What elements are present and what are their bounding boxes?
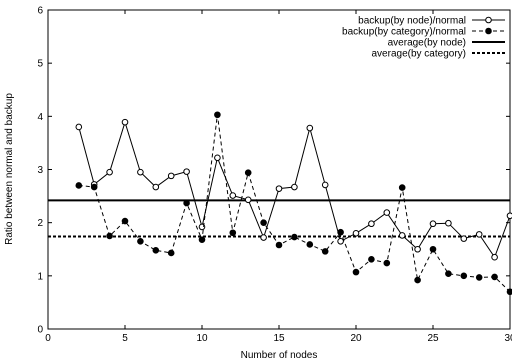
series-2-point bbox=[291, 233, 298, 241]
x-tick-label: 5 bbox=[122, 333, 128, 344]
series-1-point bbox=[152, 183, 160, 191]
series-1-point bbox=[244, 196, 252, 204]
series-line-2 bbox=[78, 114, 511, 293]
series-2-point bbox=[445, 270, 452, 278]
series-2-point bbox=[167, 249, 175, 257]
legend-label-4: average(by category) bbox=[372, 49, 467, 60]
series-2-point bbox=[183, 199, 190, 207]
legend-label-1: backup(by node)/normal bbox=[358, 16, 466, 27]
series-1-point bbox=[337, 237, 344, 245]
legend-marker-1 bbox=[485, 16, 492, 24]
series-2-point bbox=[352, 268, 360, 276]
series-1-point bbox=[106, 168, 113, 176]
series-2-point bbox=[306, 241, 314, 248]
x-tick-label: 0 bbox=[45, 333, 51, 344]
series-1-point bbox=[75, 123, 83, 131]
series-2-point bbox=[121, 217, 129, 225]
x-axis-label: Number of nodes bbox=[241, 350, 318, 361]
legend-label-3: average(by node) bbox=[388, 38, 466, 49]
series-2-point bbox=[321, 248, 329, 255]
reference-lines bbox=[48, 199, 510, 238]
series-1-point bbox=[260, 234, 267, 241]
series-1-point bbox=[121, 118, 129, 126]
series-1-point bbox=[306, 124, 314, 132]
y-tick-label: 6 bbox=[37, 6, 43, 17]
series-1-point bbox=[352, 230, 360, 237]
x-axis-ticks: 0 5 10 15 20 25 30 bbox=[45, 10, 512, 344]
series-2-point bbox=[491, 273, 498, 281]
series-1-point bbox=[414, 245, 421, 253]
series-2-point bbox=[260, 219, 267, 226]
series-1-point bbox=[398, 232, 406, 239]
series-1-point bbox=[460, 235, 468, 242]
series-2-point bbox=[368, 256, 375, 263]
series-2-point bbox=[214, 111, 221, 119]
x-tick-label: 30 bbox=[504, 333, 512, 344]
series-1-point bbox=[383, 209, 391, 216]
y-tick-label: 5 bbox=[37, 59, 43, 70]
series-1-point bbox=[445, 219, 452, 227]
series-2-point bbox=[152, 247, 160, 254]
series-1-point bbox=[321, 181, 329, 189]
series-1-point bbox=[275, 185, 283, 192]
series-2-point bbox=[244, 169, 252, 176]
series-2-point bbox=[106, 232, 113, 240]
x-tick-label: 25 bbox=[427, 333, 439, 344]
legend-marker-2 bbox=[485, 27, 492, 35]
series-2-point bbox=[429, 245, 437, 253]
series-2-point bbox=[198, 236, 206, 243]
series-2-point bbox=[383, 259, 391, 267]
series-group bbox=[75, 111, 512, 296]
y-axis-label: Ratio between normal and backup bbox=[4, 93, 15, 245]
series-1-point bbox=[229, 192, 237, 199]
series-1-point bbox=[167, 172, 175, 180]
series-2-point bbox=[229, 229, 237, 237]
series-1-point bbox=[183, 168, 190, 175]
series-2-point bbox=[275, 241, 283, 249]
series-2-point bbox=[75, 182, 83, 189]
legend-label-2: backup(by category)/normal bbox=[342, 27, 466, 38]
series-2-point bbox=[90, 183, 98, 191]
y-tick-label: 3 bbox=[37, 165, 43, 176]
y-tick-label: 1 bbox=[37, 271, 43, 282]
x-tick-label: 20 bbox=[350, 333, 362, 344]
series-2-point bbox=[137, 237, 144, 245]
series-1-point bbox=[368, 220, 375, 228]
series-2-point bbox=[414, 276, 421, 284]
series-1-point bbox=[429, 220, 437, 228]
series-2-point bbox=[460, 272, 468, 280]
series-1-point bbox=[475, 231, 483, 238]
series-1-point bbox=[291, 183, 298, 191]
series-2-point bbox=[475, 274, 483, 281]
series-1-point bbox=[214, 154, 221, 162]
series-2-point bbox=[337, 228, 344, 236]
x-tick-label: 15 bbox=[273, 333, 285, 344]
series-2-point bbox=[398, 184, 406, 191]
y-axis-ticks: 0 1 2 3 4 5 6 bbox=[37, 6, 510, 336]
y-tick-label: 2 bbox=[37, 218, 43, 229]
series-2-point bbox=[506, 288, 512, 296]
y-tick-label: 4 bbox=[37, 112, 43, 123]
series-1-point bbox=[491, 253, 498, 261]
y-tick-label: 0 bbox=[37, 325, 43, 336]
x-tick-label: 10 bbox=[196, 333, 208, 344]
series-1-point bbox=[137, 168, 144, 176]
series-1-point bbox=[506, 212, 512, 220]
